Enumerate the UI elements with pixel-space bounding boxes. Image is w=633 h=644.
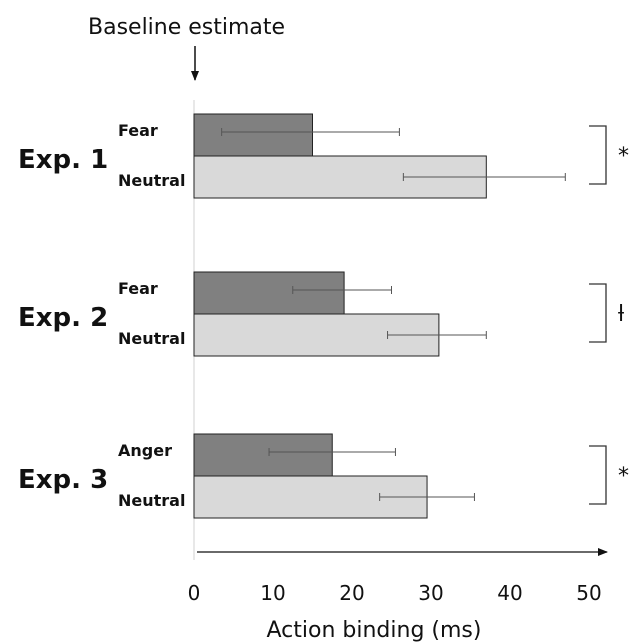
x-tick-label: 20 — [339, 581, 364, 605]
baseline-label: Baseline estimate — [88, 15, 285, 40]
x-tick-label: 0 — [188, 581, 201, 605]
bar-label: Neutral — [118, 329, 185, 348]
bar-group: Exp. 3 Anger Neutral * — [18, 433, 629, 519]
x-tick-labels: 0 10 20 30 40 50 — [188, 581, 602, 605]
bar-label: Neutral — [118, 171, 185, 190]
significance-marker: * — [618, 144, 629, 169]
x-tick-label: 40 — [497, 581, 522, 605]
bar — [193, 271, 345, 315]
significance-marker: ƚ — [618, 302, 624, 327]
x-tick-label: 10 — [260, 581, 285, 605]
bar-label: Neutral — [118, 491, 185, 510]
bar-group: Exp. 2 Fear Neutral ƚ — [18, 271, 624, 357]
significance-bracket — [589, 445, 607, 505]
group-label: Exp. 1 — [18, 145, 108, 175]
significance-bracket — [589, 283, 607, 343]
bar-label: Anger — [118, 441, 172, 460]
bar-label: Fear — [118, 121, 158, 140]
bar — [193, 433, 333, 477]
bar-group: Exp. 1 Fear Neutral * — [18, 113, 629, 199]
group-label: Exp. 2 — [18, 303, 108, 333]
group-label: Exp. 3 — [18, 465, 108, 495]
x-tick-label: 50 — [576, 581, 601, 605]
bar-label: Fear — [118, 279, 158, 298]
x-tick-label: 30 — [418, 581, 443, 605]
x-axis-label: Action binding (ms) — [267, 618, 482, 643]
bar — [193, 113, 313, 157]
significance-bracket — [589, 125, 607, 185]
significance-marker: * — [618, 464, 629, 489]
